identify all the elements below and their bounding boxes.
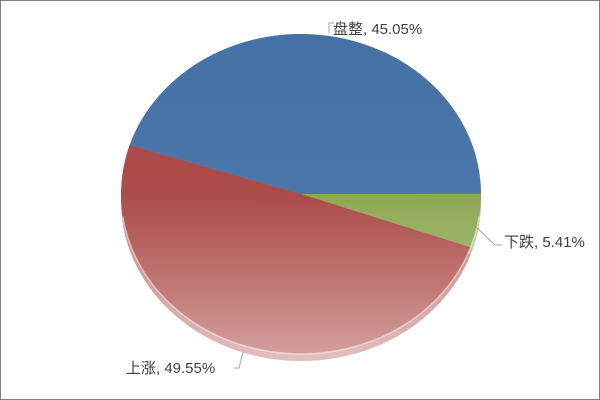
- pie-bevel-highlight: [122, 216, 480, 355]
- leader-line-consolidation: [328, 22, 334, 33]
- leader-line-decline: [475, 226, 502, 246]
- slice-label-consolidation: 盘整, 45.05%: [333, 21, 423, 38]
- slice-label-decline: 下跌, 5.41%: [504, 234, 585, 251]
- slice-label-rise: 上涨, 49.55%: [126, 360, 216, 377]
- leader-line-rise: [234, 351, 244, 369]
- pie-top-sheen: [121, 34, 481, 354]
